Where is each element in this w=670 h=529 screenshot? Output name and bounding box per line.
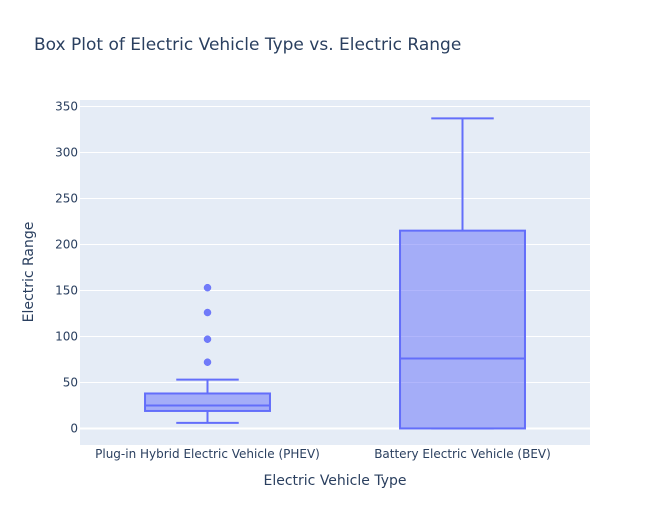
x-tick-labels: Plug-in Hybrid Electric Vehicle (PHEV) Ba…: [95, 447, 551, 461]
boxes: [144, 117, 526, 430]
outlier-point: [203, 308, 212, 317]
y-tick-label-100: 100: [55, 329, 78, 343]
y-tick-label-0: 0: [70, 421, 78, 435]
box-iqr: [144, 392, 271, 412]
x-axis-title: Electric Vehicle Type: [263, 473, 406, 489]
y-tick-label-350: 350: [55, 99, 78, 113]
y-tick-label-150: 150: [55, 283, 78, 297]
y-tick-label-300: 300: [55, 145, 78, 159]
chart-title: Box Plot of Electric Vehicle Type vs. El…: [34, 35, 461, 55]
y-tick-label-200: 200: [55, 237, 78, 251]
box-iqr: [399, 229, 526, 430]
outlier-point: [203, 335, 212, 343]
y-tick-labels: 0 50 100 150 200 250 300 350: [55, 99, 78, 435]
y-axis-title: Electric Range: [21, 222, 37, 323]
outlier-point: [203, 283, 212, 292]
box-1: [399, 117, 526, 430]
y-tick-label-250: 250: [55, 191, 78, 205]
outlier-point: [203, 358, 212, 366]
x-tick-label-0: Plug-in Hybrid Electric Vehicle (PHEV): [95, 447, 320, 461]
y-tick-label-50: 50: [63, 375, 78, 389]
x-tick-label-1: Battery Electric Vehicle (BEV): [374, 447, 551, 461]
box-0: [144, 283, 271, 424]
